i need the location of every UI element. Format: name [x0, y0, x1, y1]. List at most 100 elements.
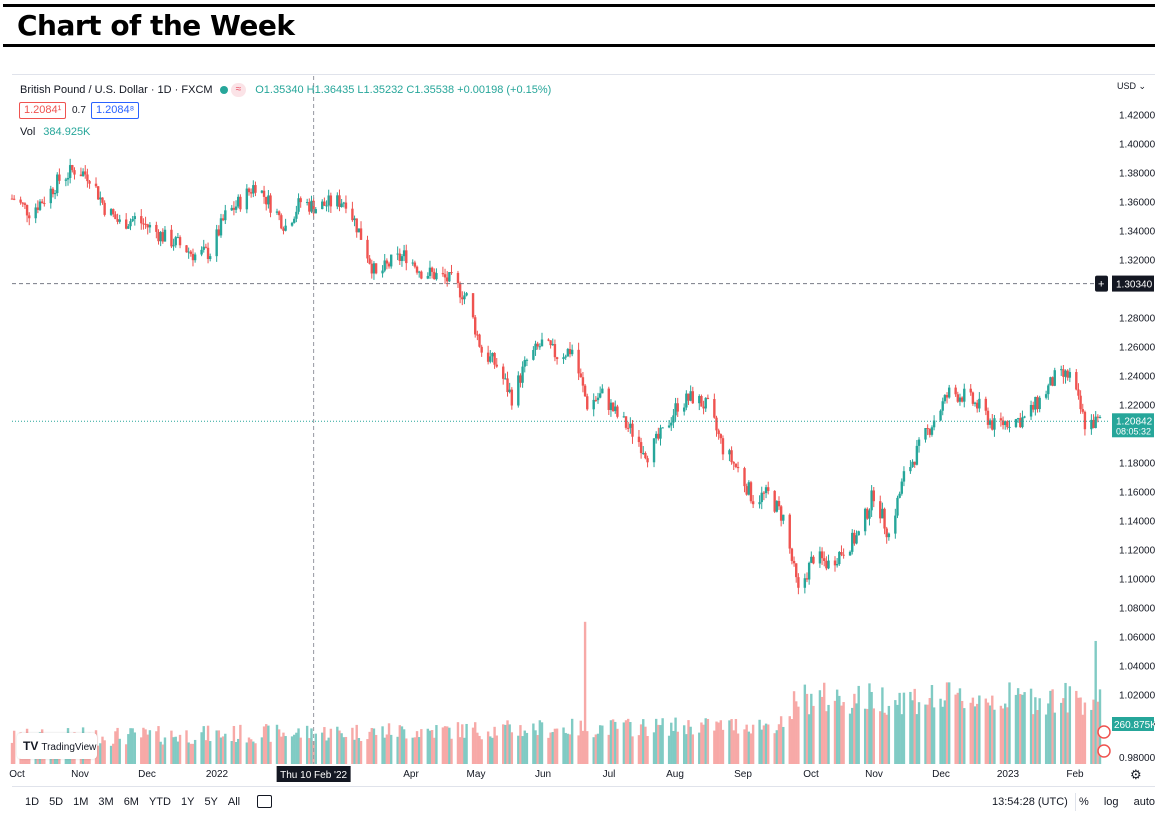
- volume-bar: [540, 722, 544, 764]
- utc-clock[interactable]: 13:54:28 (UTC): [992, 796, 1068, 808]
- volume-bar: [1094, 640, 1097, 764]
- range-button-1d[interactable]: 1D: [25, 796, 40, 808]
- candle-body: [661, 427, 664, 429]
- candle-body: [185, 245, 188, 253]
- range-button-1y[interactable]: 1Y: [180, 796, 195, 808]
- candle-body: [592, 399, 595, 410]
- candle-body: [381, 270, 384, 274]
- candle-body: [88, 181, 91, 184]
- economic-event-flag-icon: [1097, 725, 1111, 739]
- range-button-6m[interactable]: 6M: [123, 796, 139, 808]
- candle-body: [101, 197, 104, 203]
- candle-body: [99, 197, 102, 200]
- volume-bar: [353, 739, 356, 764]
- candle-body: [825, 560, 828, 569]
- volume-bar: [157, 726, 160, 764]
- volume-bar: [1016, 688, 1020, 764]
- candle-body: [178, 237, 182, 246]
- candle-body: [682, 407, 686, 412]
- volume-bar: [280, 736, 283, 764]
- volume-bar: [915, 714, 919, 764]
- candle-body: [626, 427, 630, 429]
- calendar-range-icon[interactable]: [257, 795, 272, 808]
- time-tick-label: Aug: [666, 769, 684, 780]
- buy-price-button[interactable]: 1.2084⁸: [91, 102, 140, 119]
- price-tick-label: 1.02000: [1119, 691, 1156, 702]
- log-scale-toggle[interactable]: log: [1103, 796, 1119, 808]
- currency-selector[interactable]: USD ⌄: [1117, 81, 1146, 92]
- volume-bar: [163, 737, 167, 764]
- candle-body: [562, 357, 565, 360]
- candle-body: [36, 207, 40, 210]
- candle-body: [614, 406, 617, 412]
- volume-bar: [458, 737, 462, 764]
- candle-body: [764, 487, 768, 494]
- auto-scale-toggle[interactable]: auto: [1133, 796, 1155, 808]
- ohlc-high: H1.36435: [306, 83, 355, 96]
- candle-body: [551, 344, 554, 346]
- volume-bar: [637, 735, 641, 764]
- candle-body: [1096, 416, 1100, 418]
- volume-bar: [174, 736, 177, 764]
- volume-bar: [402, 729, 406, 764]
- ohlc-change: +0.00198 (+0.15%): [457, 83, 552, 96]
- candle-body: [691, 391, 695, 404]
- candle-body: [1075, 372, 1078, 390]
- symbol-legend[interactable]: British Pound / U.S. Dollar · 1D · FXCM …: [20, 83, 551, 97]
- volume-bar: [517, 735, 520, 764]
- volume-bar: [654, 718, 658, 764]
- volume-bar: [984, 698, 988, 764]
- range-button-1m[interactable]: 1M: [73, 796, 89, 808]
- volume-bar: [491, 737, 494, 764]
- candle-body: [629, 423, 632, 428]
- candle-body: [689, 391, 692, 401]
- range-button-all[interactable]: All: [227, 796, 241, 808]
- candle-body: [672, 415, 675, 423]
- candle-body: [642, 453, 645, 455]
- volume-bar: [939, 698, 942, 764]
- volume-bar: [704, 718, 707, 764]
- percent-scale-toggle[interactable]: %: [1078, 796, 1089, 808]
- settings-gear-icon[interactable]: ⚙: [1130, 767, 1142, 782]
- candle-body: [290, 222, 294, 226]
- candle-body: [667, 425, 671, 428]
- price-tick-label: 1.18000: [1119, 459, 1156, 470]
- volume-bar: [189, 743, 193, 764]
- chart-frame[interactable]: [12, 74, 1155, 819]
- volume-bar: [1008, 682, 1011, 764]
- range-button-5d[interactable]: 5D: [49, 796, 64, 808]
- volume-bar: [282, 732, 285, 764]
- candle-body: [502, 366, 505, 379]
- volume-bar: [788, 716, 791, 764]
- volume-bar: [568, 734, 572, 764]
- candle-body: [969, 388, 972, 393]
- candle-body: [275, 211, 279, 213]
- volume-bar: [486, 731, 490, 764]
- candle-body: [1019, 418, 1022, 428]
- volume-bar: [902, 692, 906, 764]
- volume-last-badge: [1112, 717, 1154, 731]
- candle-body: [344, 202, 348, 209]
- compare-pill[interactable]: ≈: [230, 83, 247, 97]
- volume-bar: [428, 730, 432, 764]
- volume-bar: [626, 718, 630, 764]
- candle-body: [400, 256, 404, 261]
- range-button-5y[interactable]: 5Y: [204, 796, 218, 808]
- volume-bar: [818, 690, 822, 764]
- symbol-title[interactable]: British Pound / U.S. Dollar · 1D · FXCM: [20, 83, 213, 96]
- sell-price-button[interactable]: 1.2084¹: [19, 102, 67, 119]
- volume-bar: [760, 729, 763, 764]
- volume-bar: [478, 735, 481, 764]
- tradingview-logo[interactable]: TV TradingView: [17, 733, 97, 759]
- volume-legend[interactable]: Vol 384.925K: [20, 126, 90, 138]
- range-button-3m[interactable]: 3M: [98, 796, 114, 808]
- candle-body: [124, 219, 128, 229]
- volume-bar: [538, 720, 542, 764]
- volume-bar: [863, 708, 867, 764]
- candle-body: [417, 271, 421, 273]
- volume-bar: [461, 724, 464, 764]
- candle-body: [598, 393, 602, 398]
- candle-body: [833, 560, 837, 566]
- range-button-ytd[interactable]: YTD: [148, 796, 171, 808]
